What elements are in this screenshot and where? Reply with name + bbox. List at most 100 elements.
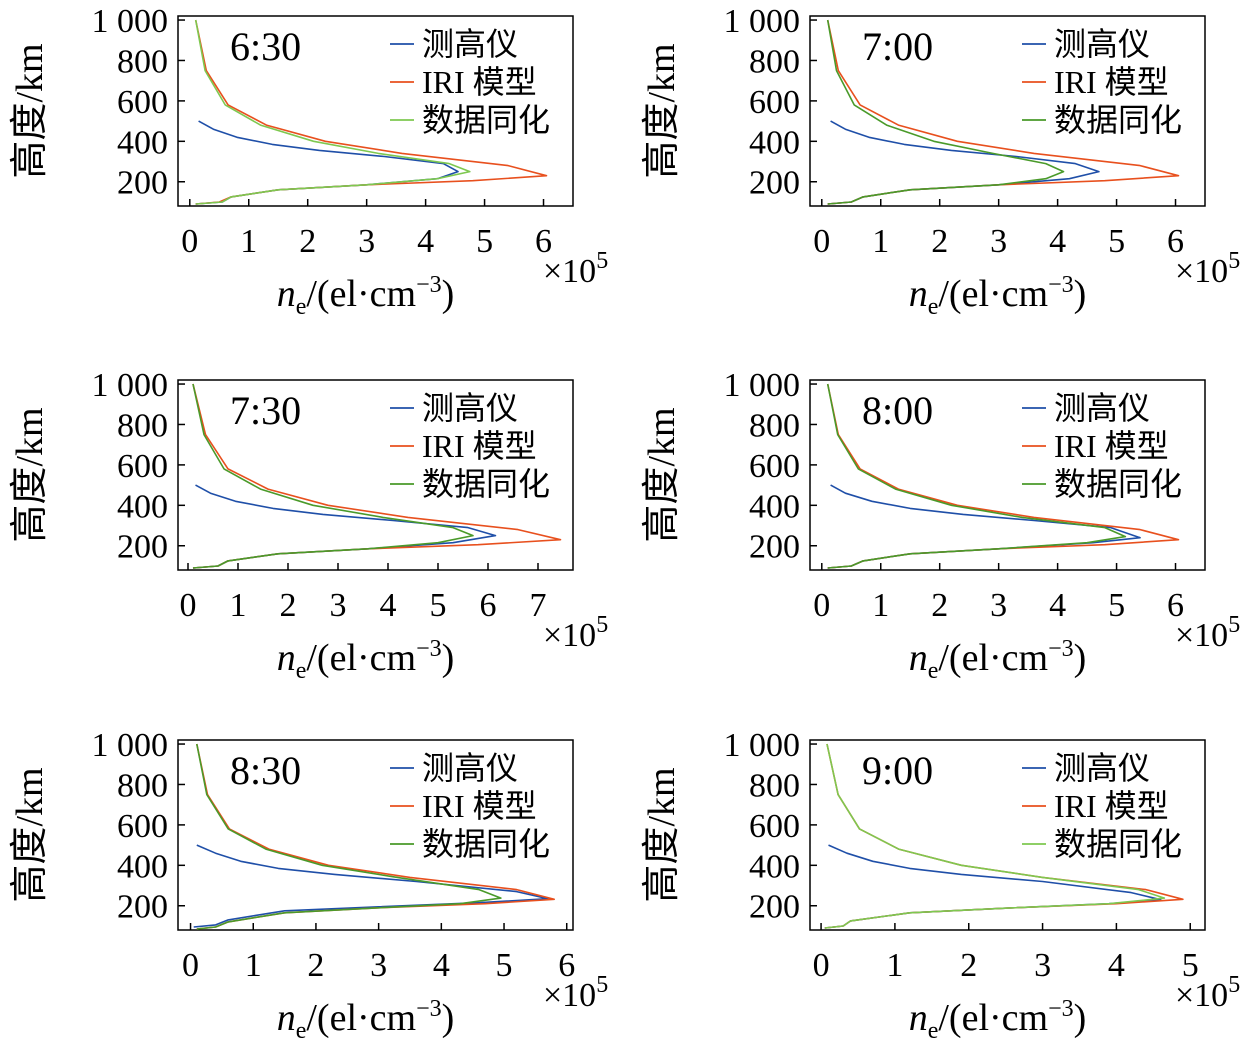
- x-multiplier: ×105: [543, 972, 608, 1014]
- legend-label: 数据同化: [422, 826, 550, 862]
- x-axis-label: ne/(el·cm−3): [909, 636, 1087, 684]
- panel-time-label: 9:00: [862, 748, 933, 793]
- x-tick-label: 4: [417, 223, 434, 260]
- legend-label: 数据同化: [1054, 826, 1182, 862]
- y-tick-label: 400: [117, 488, 168, 525]
- x-axis-label-sup: −3: [416, 636, 442, 662]
- plot-frame: [809, 739, 1206, 931]
- x-tick-label: 0: [181, 223, 198, 260]
- x-tick-label: 3: [1034, 947, 1051, 984]
- x-tick-label: 2: [931, 587, 948, 624]
- x-tick-label: 2: [931, 223, 948, 260]
- x-tick-label: 3: [990, 587, 1007, 624]
- x-multiplier: ×105: [1175, 612, 1240, 654]
- legend-label: IRI 模型: [422, 64, 537, 100]
- y-tick-label: 200: [117, 529, 168, 566]
- x-multiplier-base: ×10: [1175, 977, 1228, 1014]
- x-tick-label: 4: [433, 947, 450, 984]
- x-tick-label: 0: [813, 587, 830, 624]
- y-axis-label: 高度/km: [9, 43, 51, 178]
- y-tick-label: 600: [749, 808, 800, 845]
- y-tick-label: 1 000: [92, 3, 169, 40]
- x-axis-label-sub: e: [928, 294, 939, 320]
- x-tick-label: 0: [813, 223, 830, 260]
- series-line-3: [192, 383, 474, 569]
- x-multiplier-base: ×10: [1175, 253, 1228, 290]
- y-tick-label: 1 000: [92, 367, 169, 404]
- series-line-3: [824, 743, 1166, 929]
- x-multiplier-exp: 5: [1228, 972, 1240, 998]
- x-multiplier: ×105: [1175, 972, 1240, 1014]
- x-axis-label-sub: e: [928, 1018, 939, 1044]
- x-axis-label-sub: e: [296, 1018, 307, 1044]
- x-multiplier-exp: 5: [1228, 248, 1240, 274]
- legend-label: 数据同化: [422, 102, 550, 138]
- x-tick-label: 7: [530, 587, 547, 624]
- y-tick-label: 1 000: [724, 367, 801, 404]
- legend-label: 数据同化: [1054, 102, 1182, 138]
- legend-label: 测高仪: [1054, 750, 1150, 786]
- legend-label: 测高仪: [422, 390, 518, 426]
- x-axis-label: ne/(el·cm−3): [277, 996, 455, 1044]
- x-tick-label: 0: [813, 947, 830, 984]
- legend-label: IRI 模型: [1054, 64, 1169, 100]
- legend-label: 测高仪: [422, 26, 518, 62]
- x-multiplier: ×105: [1175, 248, 1240, 290]
- legend-label: 测高仪: [422, 750, 518, 786]
- x-axis-label-n: n: [909, 637, 928, 679]
- x-axis-label-end: ): [442, 997, 455, 1039]
- y-tick-label: 600: [749, 448, 800, 485]
- x-tick-label: 6: [1167, 587, 1184, 624]
- x-tick-label: 5: [430, 587, 447, 624]
- x-multiplier-exp: 5: [596, 248, 608, 274]
- x-tick-label: 3: [990, 223, 1007, 260]
- y-tick-label: 800: [749, 407, 800, 444]
- plot-frame: [177, 739, 574, 931]
- y-axis-label: 高度/km: [641, 43, 683, 178]
- x-axis-label-n: n: [909, 273, 928, 315]
- series-line-3: [826, 383, 1127, 569]
- legend-label: IRI 模型: [422, 788, 537, 824]
- y-tick-label: 200: [117, 165, 168, 202]
- y-tick-label: 600: [749, 84, 800, 121]
- x-axis-label-sup: −3: [1048, 636, 1074, 662]
- x-axis-label-sup: −3: [1048, 996, 1074, 1022]
- y-tick-label: 800: [117, 407, 168, 444]
- y-tick-label: 1 000: [724, 3, 801, 40]
- y-tick-label: 400: [749, 848, 800, 885]
- x-tick-label: 6: [480, 587, 497, 624]
- legend-label: 测高仪: [1054, 26, 1150, 62]
- x-axis-label-unit: /(el·cm: [306, 273, 416, 315]
- x-axis-label: ne/(el·cm−3): [277, 636, 455, 684]
- x-axis-label-sub: e: [928, 658, 939, 684]
- y-axis-label: 高度/km: [9, 767, 51, 902]
- x-multiplier-base: ×10: [1175, 617, 1228, 654]
- x-axis-label-sub: e: [296, 294, 307, 320]
- x-tick-label: 4: [380, 587, 397, 624]
- x-multiplier-base: ×10: [543, 977, 596, 1014]
- y-tick-label: 200: [749, 529, 800, 566]
- y-tick-label: 400: [749, 124, 800, 161]
- x-tick-label: 4: [1108, 947, 1125, 984]
- y-tick-label: 200: [749, 889, 800, 926]
- x-tick-label: 2: [307, 947, 324, 984]
- x-tick-label: 2: [960, 947, 977, 984]
- y-axis-label: 高度/km: [641, 767, 683, 902]
- x-axis-label-n: n: [277, 637, 296, 679]
- x-axis-label: ne/(el·cm−3): [909, 272, 1087, 320]
- x-multiplier-base: ×10: [543, 253, 596, 290]
- x-tick-label: 1: [230, 587, 247, 624]
- y-tick-label: 200: [749, 165, 800, 202]
- y-tick-label: 400: [117, 848, 168, 885]
- x-tick-label: 3: [330, 587, 347, 624]
- y-tick-label: 800: [749, 43, 800, 80]
- series-line-1: [193, 844, 549, 928]
- x-tick-label: 1: [886, 947, 903, 984]
- x-tick-label: 2: [280, 587, 297, 624]
